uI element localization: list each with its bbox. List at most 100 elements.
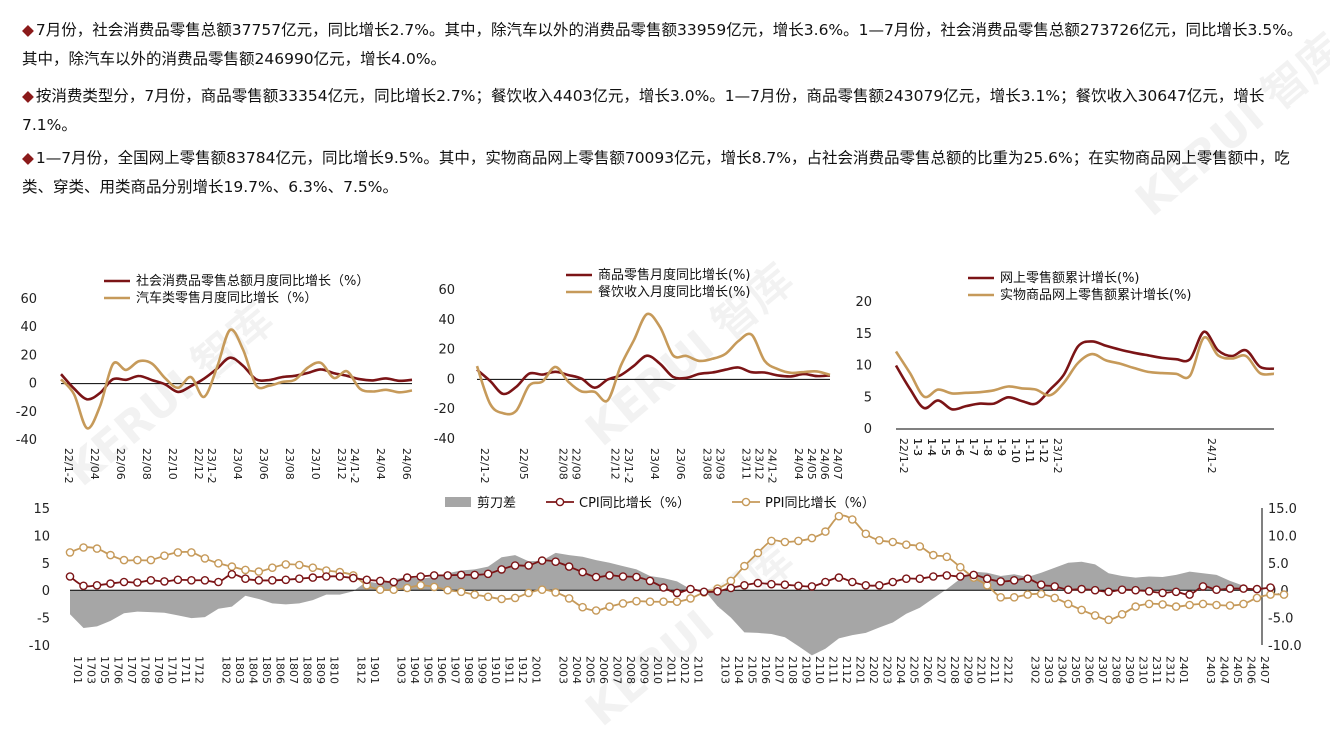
data-point-marker [106,579,115,588]
x-tick-label: 23/12 [335,448,348,480]
x-tick-label: 1-4 [925,438,938,456]
x-tick-label: 2403 [1204,656,1217,684]
x-tick-label: 2212 [1002,656,1015,684]
data-point-marker [807,533,817,543]
data-point-marker [308,563,318,572]
y-right-tick-label: 5.0 [1268,557,1289,572]
x-tick-label: 24/1-2 [1205,438,1218,474]
legend-label: CPI同比增长（%） [579,496,690,511]
y-right-tick-label: 15.0 [1268,502,1297,517]
x-tick-label: 1-11 [1023,438,1036,463]
x-tick-label: 1-5 [939,438,952,456]
x-tick-label: 23/1-2 [1051,438,1064,474]
data-point-marker [65,572,75,581]
paragraph-text: 按消费类型分，7月份，商品零售额33354亿元，同比增长2.7%；餐饮收入440… [22,87,1265,134]
data-point-marker [821,527,830,536]
data-point-marker [497,565,506,574]
x-tick-label: 2309 [1123,656,1136,684]
x-tick-label: 1703 [84,656,97,684]
series-line-1 [894,330,1275,411]
x-tick-label: 1706 [111,656,124,684]
data-point-marker [861,581,871,590]
x-tick-label: 1-6 [953,438,966,456]
data-point-marker [456,587,466,597]
data-point-marker [969,570,979,580]
y-right-tick-label: -5.0 [1268,612,1293,627]
data-point-marker [254,576,264,585]
bullet-icon: ◆ [22,21,34,39]
x-tick-label: 1901 [368,656,381,684]
y-tick-label: 20 [438,343,455,358]
x-tick-label: 2307 [1096,656,1109,684]
y-left-tick-label: -5 [37,612,50,627]
data-point-marker [618,599,628,608]
x-tick-label: 2404 [1218,656,1231,684]
data-point-marker [281,560,291,569]
y-right-tick-label: 10.0 [1268,529,1297,544]
y-tick-label: 0 [447,372,455,387]
x-tick-label: 23/09 [713,448,726,480]
x-tick-label: 2010 [651,656,664,684]
x-tick-label: 23/1-2 [622,448,635,484]
data-point-marker [659,583,668,592]
data-point-marker [1252,584,1262,594]
data-point-marker [551,588,560,597]
x-tick-label: 1-7 [967,438,980,456]
data-point-marker [564,562,574,571]
y-left-tick-label: 10 [33,529,50,544]
x-tick-label: 24/1-2 [348,448,361,484]
paragraph-text: 7月份，社会消费品零售总额37757亿元，同比增长2.7%。其中，除汽车以外的消… [22,21,1303,68]
data-point-marker [1131,585,1140,595]
y-tick-label: 15 [855,327,872,342]
data-point-marker [308,573,318,582]
data-point-marker [294,574,304,583]
y-tick-label: 40 [20,320,37,335]
paragraph-retail-total: ◆ 7月份，社会消费品零售总额37757亿元，同比增长2.7%。其中，除汽车以外的… [22,16,1312,74]
series-line-1 [476,354,831,396]
x-tick-label: 2111 [826,656,839,684]
x-tick-label: 1705 [98,656,111,684]
data-point-marker [227,562,237,571]
x-tick-label: 1802 [219,656,232,684]
data-point-marker [1212,585,1221,594]
x-tick-label: 1812 [354,656,367,684]
y-right-tick-label: -10.0 [1268,639,1302,654]
data-point-marker [214,577,223,587]
data-point-marker [92,581,102,590]
data-point-marker [537,585,547,594]
y-left-tick-label: 15 [33,502,50,517]
data-point-marker [699,587,709,597]
data-point-marker [942,552,952,562]
x-tick-label: 2207 [934,656,947,684]
x-tick-label: 1807 [287,656,300,684]
x-tick-label: 1-9 [995,438,1008,456]
data-point-marker [848,577,857,587]
data-point-marker [241,574,250,583]
paragraph-consumption-type: ◆ 按消费类型分，7月份，商品零售额33354亿元，同比增长2.7%；餐饮收入44… [22,82,1312,140]
data-point-marker [1077,584,1086,594]
data-point-marker [726,583,736,593]
x-tick-label: 2011 [665,656,678,684]
legend-label: 实物商品网上零售额累计增长(%) [1000,287,1192,303]
x-tick-label: 2201 [853,656,866,684]
data-point-marker [443,571,453,580]
y-tick-label: -20 [16,405,37,420]
data-point-marker [1239,584,1248,593]
x-tick-label: 1712 [192,656,205,684]
legend-label: 网上零售额累计增长(%) [1000,270,1140,286]
data-point-marker [321,572,331,581]
paragraph-online-retail: ◆ 1—7月份，全国网上零售额83784亿元，同比增长9.5%。其中，实物商品网上… [22,144,1312,202]
data-point-marker [564,594,574,603]
data-point-marker [807,582,817,591]
legend-label: 剪刀差 [477,495,516,511]
x-tick-label: 2001 [530,656,543,684]
data-point-marker [119,577,129,587]
legend-label: 商品零售月度同比增长(%) [598,267,751,283]
data-point-marker [375,585,385,594]
y-tick-label: 0 [864,422,872,437]
data-point-marker [510,593,520,603]
x-tick-label: 2107 [772,656,785,684]
data-point-marker [1050,593,1059,603]
data-point-marker [362,575,372,585]
data-point-marker [686,594,695,603]
